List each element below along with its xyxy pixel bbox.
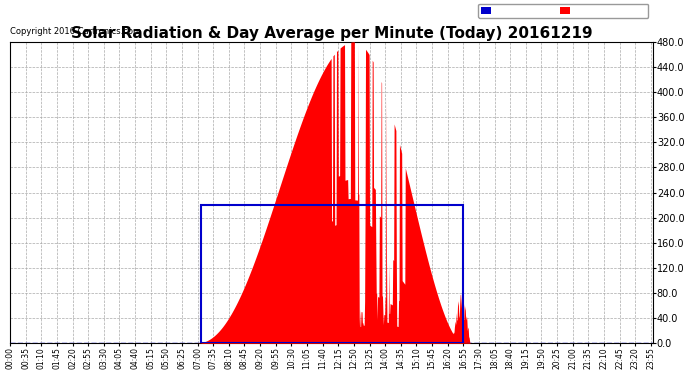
- Legend: Median (W/m2), Radiation (W/m2): Median (W/m2), Radiation (W/m2): [478, 4, 649, 18]
- Text: Copyright 2016 Cartronics.com: Copyright 2016 Cartronics.com: [10, 27, 141, 36]
- Bar: [201, 205, 463, 343]
- Title: Solar Radiation & Day Average per Minute (Today) 20161219: Solar Radiation & Day Average per Minute…: [70, 26, 592, 40]
